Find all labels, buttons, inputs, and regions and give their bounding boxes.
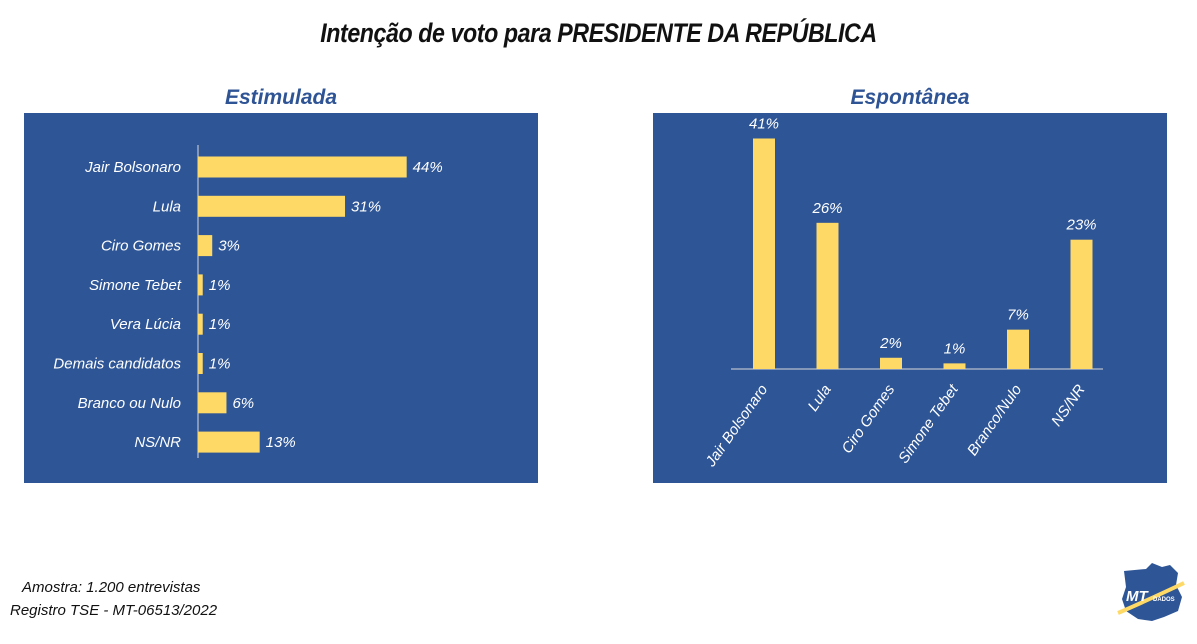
- logo-text-sub: DADOS: [1153, 597, 1175, 603]
- chart-title-estimulada: Estimulada: [224, 86, 338, 109]
- bar: [198, 235, 213, 257]
- value-label: 1%: [209, 356, 231, 373]
- value-label: 13%: [266, 434, 296, 451]
- footer-sample-size: Amostra: 1.200 entrevistas: [22, 579, 201, 596]
- footer-tse-registration: Registro TSE - MT-06513/2022: [10, 602, 218, 619]
- bar: [198, 274, 203, 296]
- bar: [943, 363, 966, 369]
- value-label: 1%: [944, 340, 966, 357]
- category-label: Branco ou Nulo: [78, 395, 181, 412]
- mt-dados-logo: MT DADOS: [1117, 563, 1185, 621]
- bar: [880, 357, 902, 369]
- value-label: 26%: [811, 200, 842, 217]
- category-label: NS/NR: [134, 434, 181, 451]
- category-label: Simone Tebet: [895, 381, 962, 467]
- value-label: 1%: [209, 277, 231, 294]
- category-label: Lula: [805, 382, 835, 415]
- bar: [1007, 329, 1029, 369]
- category-label: Ciro Gomes: [838, 381, 898, 457]
- bar: [198, 392, 227, 414]
- category-label: Demais candidatos: [53, 356, 181, 373]
- logo-text-main: MT: [1126, 588, 1149, 605]
- bar: [198, 195, 346, 217]
- chart-panel-espontanea: 41% Jair Bolsonaro 26% Lula 2% Ciro Gomes 1% Si…: [653, 113, 1167, 483]
- category-label: NS/NR: [1048, 381, 1089, 429]
- bar: [1070, 239, 1093, 369]
- bar: [198, 313, 203, 335]
- chart-panel-estimulada: Jair Bolsonaro 44% Lula 31% Ciro Gomes 3% Simo…: [24, 113, 538, 483]
- category-label: Branco/Nulo: [964, 382, 1025, 459]
- value-label: 1%: [209, 316, 231, 333]
- value-label: 2%: [879, 335, 902, 352]
- category-label: Jair Bolsonaro: [84, 159, 181, 176]
- value-label: 44%: [413, 159, 443, 176]
- logo-swoosh: [1117, 581, 1185, 615]
- chart-espontanea: 41% Jair Bolsonaro 26% Lula 2% Ciro Gomes 1% Si…: [702, 115, 1103, 471]
- bar: [753, 138, 775, 369]
- page-title: Intenção de voto para PRESIDENTE DA REPÚ…: [320, 18, 877, 48]
- value-label: 3%: [218, 238, 240, 255]
- bar: [198, 353, 203, 374]
- bar: [198, 431, 260, 453]
- category-label: Lula: [153, 198, 181, 215]
- category-label: Jair Bolsonaro: [702, 382, 771, 471]
- bar: [198, 156, 407, 178]
- value-label: 41%: [749, 115, 779, 132]
- value-label: 31%: [351, 198, 381, 215]
- category-label: Ciro Gomes: [101, 238, 182, 255]
- chart-title-espontanea: Espontânea: [850, 86, 970, 109]
- value-label: 7%: [1007, 307, 1029, 324]
- bar: [816, 222, 839, 369]
- chart-estimulada: Jair Bolsonaro 44% Lula 31% Ciro Gomes 3% Simo…: [53, 145, 443, 458]
- category-label: Vera Lúcia: [110, 316, 181, 333]
- category-label: Simone Tebet: [89, 277, 182, 294]
- value-label: 6%: [232, 395, 254, 412]
- value-label: 23%: [1065, 217, 1096, 234]
